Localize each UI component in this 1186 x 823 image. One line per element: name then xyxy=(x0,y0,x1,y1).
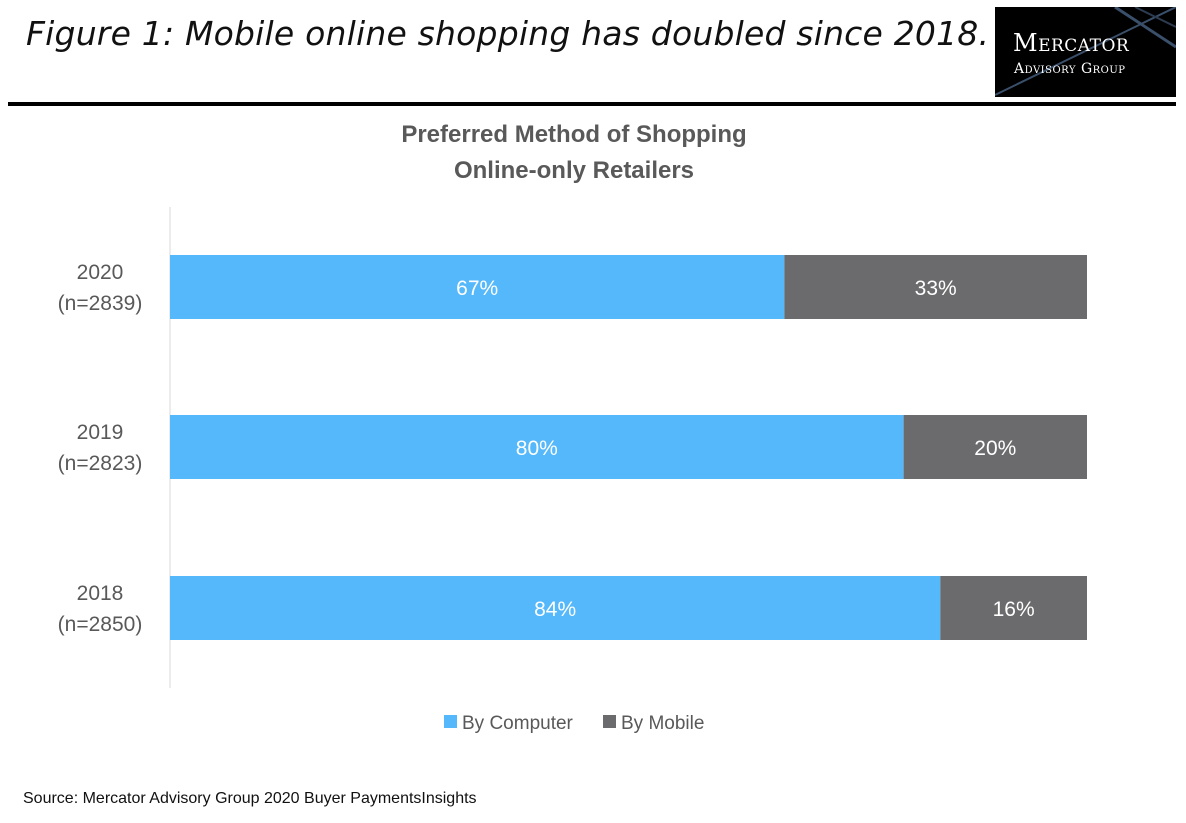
title-divider xyxy=(8,102,1176,106)
legend: By Computer By Mobile xyxy=(444,713,704,734)
source-note: Source: Mercator Advisory Group 2020 Buy… xyxy=(23,790,477,807)
chart-subtitle: Online-only Retailers xyxy=(454,157,694,184)
category-label-n: (n=2823) xyxy=(58,452,143,475)
data-label: 84% xyxy=(534,598,576,621)
bar-mobile xyxy=(784,255,1087,319)
data-label: 80% xyxy=(516,437,558,460)
mercator-logo: Mercator Advisory Group xyxy=(995,7,1176,97)
plot-area: 2020 (n=2839) 67% 33% 2019 (n=2823) 80% 20% 2018… xyxy=(58,255,1087,640)
bar-computer xyxy=(170,576,941,640)
logo-cross-graphic xyxy=(995,7,1176,96)
data-label: 20% xyxy=(974,437,1016,460)
legend-swatch xyxy=(603,715,616,728)
figure-title: Figure 1: Mobile online shopping has dou… xyxy=(26,14,990,53)
chart-title: Preferred Method of Shopping xyxy=(401,121,746,148)
category-label-n: (n=2850) xyxy=(58,613,143,636)
data-label: 16% xyxy=(993,598,1035,621)
data-label: 67% xyxy=(456,277,498,300)
category-label-year: 2019 xyxy=(77,421,124,444)
chart: Preferred Method of Shopping Online-only… xyxy=(58,121,1087,734)
bar-mobile xyxy=(940,576,1087,640)
category-label-year: 2018 xyxy=(77,582,124,605)
logo-line-2: Advisory Group xyxy=(1014,61,1126,77)
bar-computer xyxy=(170,255,785,319)
legend-swatch xyxy=(444,715,457,728)
legend-label: By Mobile xyxy=(621,713,704,734)
bar-mobile xyxy=(903,415,1087,479)
category-label-n: (n=2839) xyxy=(58,292,143,315)
logo-line-1: Mercator xyxy=(1013,29,1130,57)
legend-label: By Computer xyxy=(462,713,574,734)
data-label: 33% xyxy=(915,277,957,300)
category-label-year: 2020 xyxy=(77,261,124,284)
bar-computer xyxy=(170,415,904,479)
